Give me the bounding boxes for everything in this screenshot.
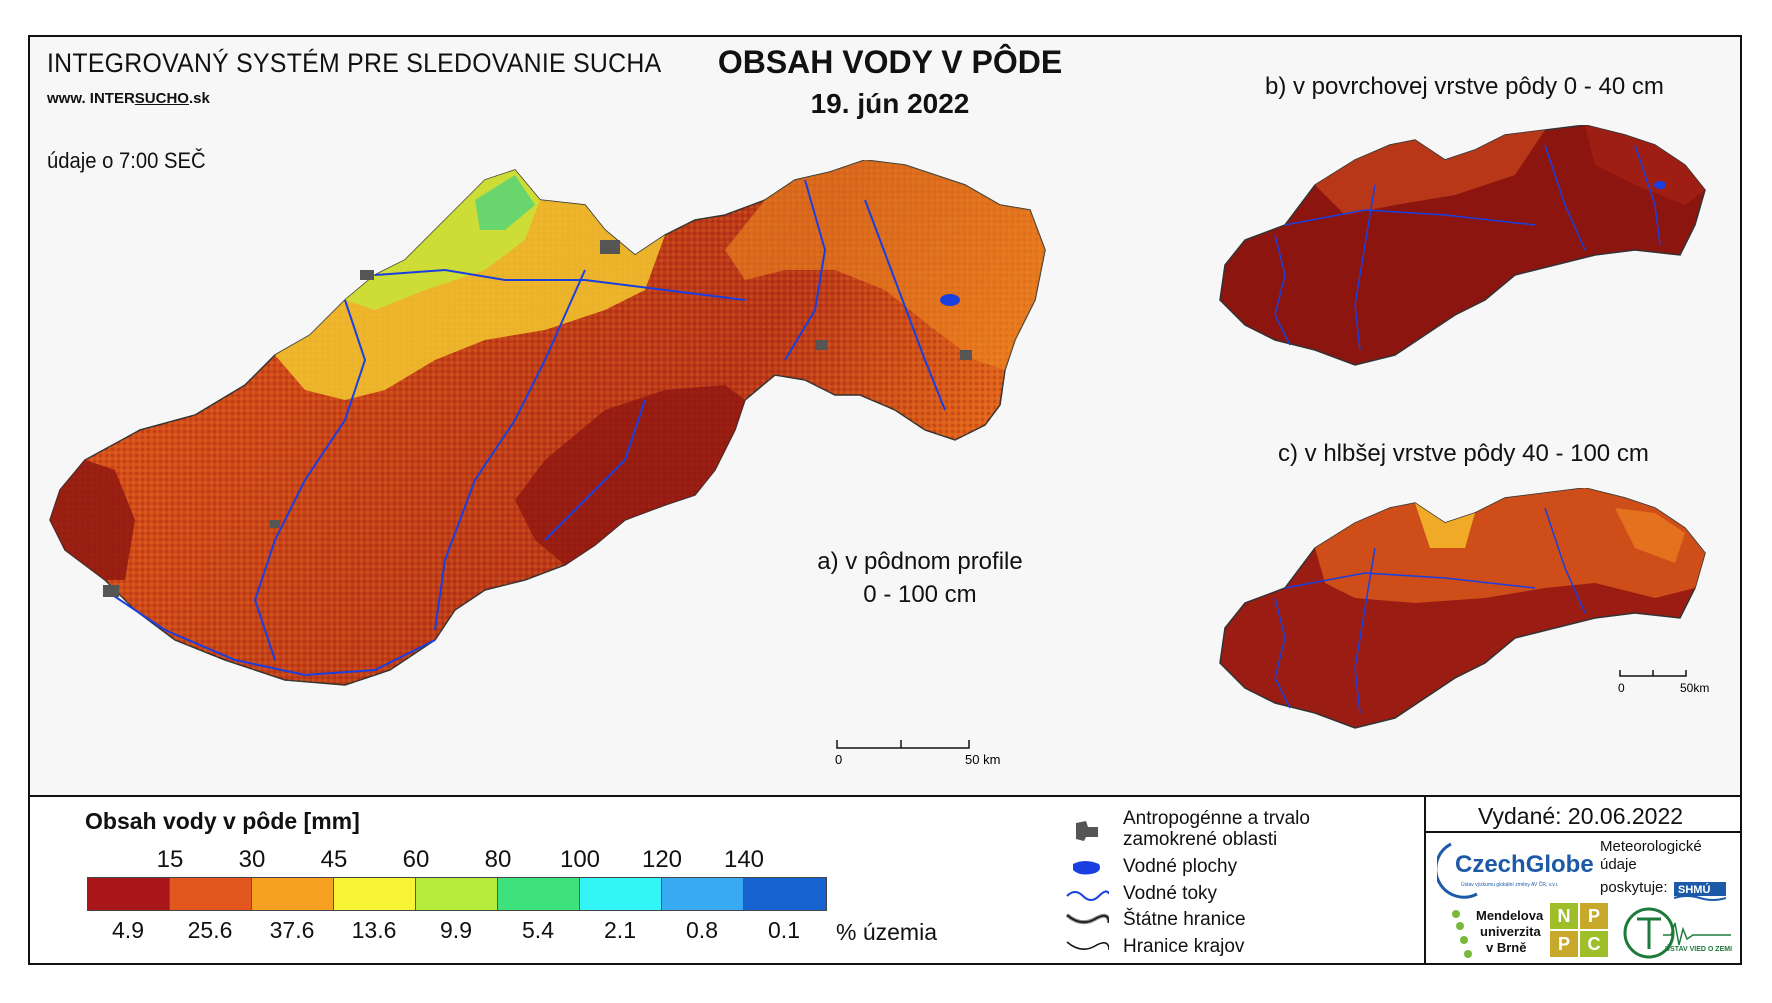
state-border-icon (1065, 909, 1109, 931)
color-class-swatch (744, 878, 826, 910)
issued-date: Vydané: 20.06.2022 (1478, 803, 1684, 829)
legend-water-bodies: Vodné plochy (1065, 856, 1237, 878)
meteo-provider: Meteorologické údaje poskytuje: SHMÚ (1600, 838, 1726, 902)
dry-south-zone (515, 385, 745, 565)
color-class-swatch (334, 878, 416, 910)
class-percent: 2.1 (604, 917, 636, 943)
footer-divider (1424, 795, 1426, 965)
svg-text:SHMÚ: SHMÚ (1678, 883, 1710, 896)
legend-streams: Vodné toky (1065, 883, 1217, 905)
map-b-surface-layer (1219, 125, 1706, 366)
class-percent: 0.8 (686, 917, 718, 943)
czechglobe-logo: CzechGlobe Ústav výzkumu globální změny … (1434, 838, 1597, 899)
region-border-icon (1065, 936, 1109, 958)
color-class-swatch (416, 878, 498, 910)
czechglobe-sub: Ústav výzkumu globální změny AV ČR, v.v.… (1461, 881, 1558, 888)
state-borders-label: Štátne hranice (1123, 909, 1246, 930)
legend-title: Obsah vody v pôde [mm] (85, 808, 360, 834)
meteo-line-2: údaje (1600, 856, 1637, 873)
mendel-university-logo: Mendelova univerzita v Brně (1452, 908, 1544, 958)
class-percent: 5.4 (522, 917, 554, 943)
river-vah (253, 299, 367, 661)
scale-a-end: 50 km (965, 752, 1000, 767)
threshold-label: 140 (723, 846, 765, 873)
river-ipel (544, 399, 646, 541)
page-date: 19. jún 2022 (810, 88, 970, 119)
nppc-logo: N P P C (1550, 903, 1608, 957)
threshold-label: 45 (320, 846, 348, 873)
threshold-label: 100 (559, 846, 601, 873)
anthropogenic-area-icon (1065, 818, 1109, 841)
shmu-logo: SHMÚ (1673, 882, 1726, 901)
threshold-label: 80 (484, 846, 512, 873)
threshold-label: 30 (238, 846, 266, 873)
color-class-swatch (662, 878, 744, 910)
issued-divider (1424, 831, 1742, 833)
czechglobe-text: CzechGlobe (1455, 851, 1594, 878)
water-bodies-label: Vodné plochy (1123, 856, 1238, 877)
nppc-letter: N (1550, 903, 1578, 929)
url-prefix: www. INTER (47, 90, 135, 107)
anthropogenic-label-1: Antropogénne a trvalo (1123, 808, 1310, 829)
map-c-deep-layer (1219, 488, 1706, 729)
class-percent: 0.1 (768, 917, 800, 943)
class-percent: 25.6 (187, 917, 233, 943)
meteo-line-1: Meteorologické (1600, 838, 1702, 855)
streams-label: Vodné toky (1123, 883, 1218, 904)
color-class-swatch (88, 878, 170, 910)
threshold-label: 120 (641, 846, 683, 873)
nppc-letter: C (1580, 931, 1608, 957)
time-note: údaje o 7:00 SEČ (47, 148, 206, 173)
url-suffix: .sk (188, 90, 210, 107)
water-body-a (940, 294, 960, 306)
anthropogenic-label-2: zamokrené oblasti (1123, 829, 1278, 850)
page-title: OBSAH VODY V PÔDE (717, 44, 1063, 80)
ustav-text: ÚSTAV VIED O ZEMI (1665, 944, 1732, 953)
scale-a-start: 0 (835, 752, 842, 767)
meteo-line-3: poskytuje: (1600, 879, 1668, 896)
river-danube (104, 589, 436, 677)
river-east (864, 199, 946, 411)
mendel-line-3: v Brně (1486, 940, 1527, 955)
nppc-letter: P (1580, 903, 1608, 929)
legend-anthropogenic: Antropogénne a trvalo zamokrené oblasti (1065, 808, 1310, 850)
region-borders-label: Hranice krajov (1123, 936, 1245, 957)
class-percent: 37.6 (269, 917, 315, 943)
map-b-label: b) v povrchovej vrstve pôdy 0 - 40 cm (1265, 73, 1664, 100)
url-brand: SUCHO (134, 90, 189, 107)
map-a-label: a) v pôdnom profile 0 - 100 cm (770, 545, 1070, 611)
water-body-icon (1065, 856, 1109, 878)
color-class-swatch (252, 878, 334, 910)
legend-region-borders: Hranice krajov (1065, 936, 1244, 958)
class-percent: 13.6 (351, 917, 397, 943)
scale-bar-a: 0 50 km (835, 740, 1000, 767)
legend-state-borders: Štátne hranice (1065, 909, 1246, 931)
ustav-vied-o-zemi-logo: ÚSTAV VIED O ZEMI (1623, 905, 1733, 966)
map-c-label: c) v hlbšej vrstve pôdy 40 - 100 cm (1278, 440, 1649, 467)
color-class-swatch (498, 878, 580, 910)
wet-north-zone (275, 170, 665, 400)
scale-c-end: 50km (1680, 681, 1709, 695)
nppc-letter: P (1550, 931, 1578, 957)
mendel-line-2: univerzita (1480, 924, 1541, 939)
percent-unit-label: % územia (836, 919, 937, 945)
color-class-swatch (170, 878, 252, 910)
threshold-label: 60 (402, 846, 430, 873)
map-a-label-line2: 0 - 100 cm (863, 581, 977, 608)
threshold-label: 15 (156, 846, 184, 873)
stream-icon (1065, 883, 1109, 905)
color-scale (87, 877, 827, 911)
website-url[interactable]: www. INTERSUCHO.sk (47, 90, 210, 107)
river-hron (434, 269, 586, 631)
scale-c-start: 0 (1618, 681, 1625, 695)
map-a-soil-profile (49, 160, 1046, 686)
class-percent: 4.9 (112, 917, 144, 943)
system-title: INTEGROVANÝ SYSTÉM PRE SLEDOVANIE SUCHA (47, 48, 662, 78)
mendel-line-1: Mendelova (1476, 908, 1544, 923)
scale-bar-c: 0 50km (1618, 670, 1709, 695)
color-class-swatch (580, 878, 662, 910)
map-a-label-line1: a) v pôdnom profile (817, 548, 1023, 575)
class-percent: 9.9 (440, 917, 472, 943)
